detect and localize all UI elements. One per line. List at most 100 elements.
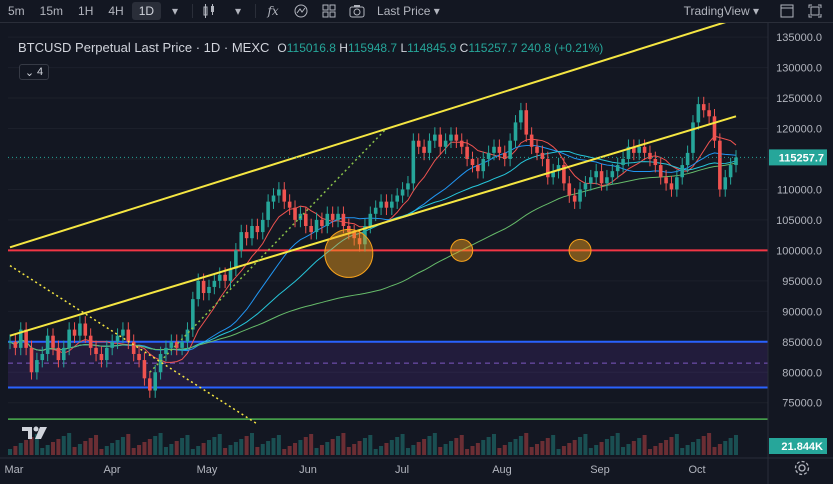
ohlc-values: O115016.8 H115948.7 L114845.9 C115257.7 … xyxy=(277,41,603,55)
toolbar-divider xyxy=(192,4,194,18)
volume-bar xyxy=(190,449,195,455)
timeframe-1h[interactable]: 1H xyxy=(78,4,94,18)
indicators-collapse-button[interactable]: ⌄ 4 xyxy=(19,64,49,80)
candle-body xyxy=(379,201,383,208)
chart-legend: BTCUSD Perpetual Last Price · 1D · MEXC … xyxy=(18,40,603,55)
candle-body xyxy=(502,152,507,159)
volume-bar xyxy=(551,435,556,455)
candle-body xyxy=(411,140,416,184)
candle-body xyxy=(470,158,475,166)
volume-bar xyxy=(357,441,362,455)
volume-bar xyxy=(384,443,389,455)
candle-body xyxy=(664,177,668,184)
volume-bar xyxy=(599,442,604,455)
price-tick-label: 120000.0 xyxy=(776,124,822,136)
volume-bar xyxy=(470,446,475,455)
price-type-select[interactable]: Last Price ▾ xyxy=(377,4,440,18)
candle-body xyxy=(126,329,131,342)
candle-body xyxy=(121,329,125,336)
volume-bar xyxy=(653,446,658,455)
candle-body xyxy=(67,329,71,348)
candle-body xyxy=(400,189,405,196)
time-tick-label: May xyxy=(197,464,218,476)
volume-bar xyxy=(346,447,351,455)
maximize-icon[interactable] xyxy=(773,0,801,22)
volume-bar xyxy=(492,434,496,455)
candle-body xyxy=(260,219,265,233)
volume-bar xyxy=(18,443,23,455)
layout-icon[interactable] xyxy=(315,0,343,22)
timeframe-4h[interactable]: 4H xyxy=(108,4,124,18)
fullscreen-icon[interactable] xyxy=(801,0,829,22)
candle-body xyxy=(131,341,136,354)
volume-bar xyxy=(180,438,185,455)
volume-bar xyxy=(163,447,168,455)
camera-icon[interactable] xyxy=(343,0,371,22)
channel-lower-line xyxy=(9,115,737,337)
volume-bar xyxy=(712,447,717,455)
timeframe-5m[interactable]: 5m xyxy=(8,4,25,18)
volume-bar xyxy=(502,445,507,455)
symbol-title[interactable]: BTCUSD Perpetual Last Price · 1D · MEXC xyxy=(18,40,270,55)
candle-body xyxy=(449,134,453,141)
candle-body xyxy=(621,158,625,166)
timeframe-1d[interactable]: 1D xyxy=(131,2,162,20)
volume-bar xyxy=(621,447,626,455)
volume-bar xyxy=(40,448,45,455)
volume-bar xyxy=(535,444,540,455)
volume-bar xyxy=(443,444,448,455)
candles-icon[interactable] xyxy=(196,0,224,22)
volume-bar xyxy=(271,438,276,455)
tradingview-logo[interactable] xyxy=(20,425,50,441)
volume-bar xyxy=(696,439,701,455)
moving-average-line xyxy=(9,144,737,352)
gear-icon[interactable] xyxy=(793,459,811,477)
volume-bar xyxy=(583,434,588,455)
price-chart[interactable]: 135000.0130000.0125000.0120000.0115000.0… xyxy=(0,23,833,484)
candle-body xyxy=(18,329,23,348)
candle-body xyxy=(207,286,211,294)
candle-body xyxy=(476,165,480,172)
volume-bar xyxy=(610,436,615,455)
fx-icon[interactable]: fx xyxy=(267,4,279,18)
volume-bar xyxy=(174,441,179,455)
price-tick-label: 130000.0 xyxy=(776,63,822,75)
volume-bar xyxy=(728,438,733,455)
volume-bar xyxy=(29,437,34,455)
volume-bar xyxy=(362,438,367,455)
candle-body xyxy=(481,158,486,172)
price-tick-label: 80000.0 xyxy=(782,367,822,379)
price-tick-label: 105000.0 xyxy=(776,215,822,227)
chevron-down-icon[interactable]: ▾ xyxy=(235,4,242,18)
price-type-label: Last Price xyxy=(377,4,431,18)
candle-body xyxy=(115,335,120,342)
time-tick-label: Jun xyxy=(299,464,317,476)
volume-bar xyxy=(260,444,265,455)
volume-bar xyxy=(459,435,464,455)
volume-bar xyxy=(685,445,690,455)
volume-bar xyxy=(658,443,663,455)
timeframe-15m[interactable]: 15m xyxy=(39,4,64,18)
volume-bar xyxy=(615,433,620,455)
volume-bar xyxy=(438,447,443,455)
candle-body xyxy=(427,140,432,153)
highlight-circle xyxy=(568,238,592,262)
candle-body xyxy=(287,201,292,208)
volume-bar xyxy=(293,443,298,455)
volume-bar xyxy=(556,449,561,455)
candle-body xyxy=(158,353,163,373)
volume-bar xyxy=(690,442,695,455)
volume-bar xyxy=(454,438,459,455)
candle-body xyxy=(223,274,227,281)
volume-bar xyxy=(266,441,271,455)
volume-bar xyxy=(734,435,738,455)
indicators-icon[interactable] xyxy=(287,0,315,22)
volume-bar xyxy=(158,433,163,455)
candle-body xyxy=(648,152,652,159)
brand-menu[interactable]: TradingView ▾ xyxy=(683,4,759,18)
candle-body xyxy=(572,195,577,202)
candle-body xyxy=(637,146,641,153)
chevron-down-icon[interactable]: ▾ xyxy=(172,4,179,18)
candle-body xyxy=(244,232,249,239)
candle-body xyxy=(45,335,50,354)
